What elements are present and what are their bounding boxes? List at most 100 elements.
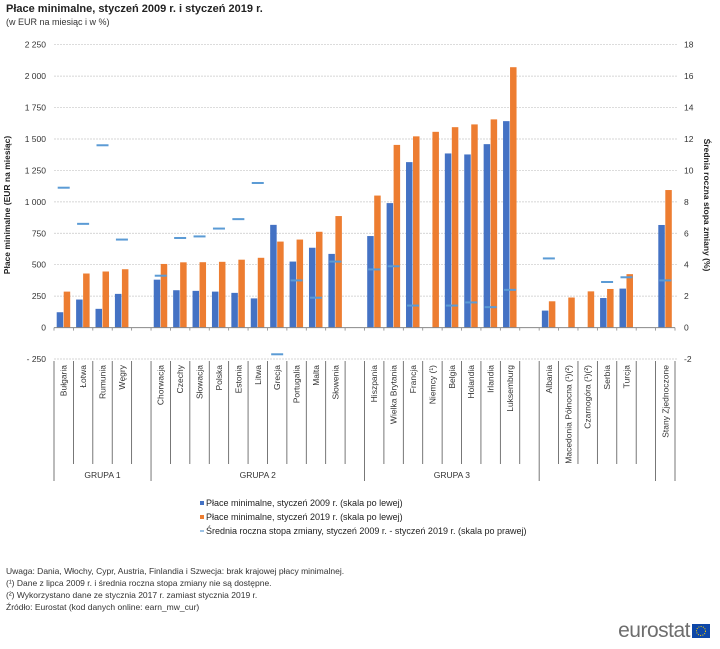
rate-marker <box>387 265 400 268</box>
bar-2019 <box>374 195 381 328</box>
category-label: Chorwacja <box>156 365 166 405</box>
chart: - 250 0 250 500 750 1 000 1 250 1 500 1 750 2 000… <box>2 40 713 481</box>
bar-2009 <box>231 292 238 328</box>
bar-2019 <box>63 291 71 328</box>
rate-marker <box>329 260 342 263</box>
category-label: Irlandia <box>486 365 496 393</box>
bar-2019 <box>587 291 595 328</box>
bar-2009 <box>192 290 200 328</box>
bar-2019 <box>277 241 284 328</box>
category-label: Słowacja <box>195 365 205 399</box>
note: (¹) Dane z lipca 2009 r. i średnia roczn… <box>6 578 272 588</box>
rate-marker <box>290 279 303 282</box>
rate-marker <box>232 218 245 221</box>
source-note: Źródło: Eurostat (kod danych online: ear… <box>6 602 200 612</box>
y2-tick-label: 18 <box>684 40 694 50</box>
bar-2009 <box>444 153 452 328</box>
category-label: Portugalia <box>292 365 302 404</box>
legend-swatch-line <box>200 530 204 532</box>
legend-item-rate: Średnia roczna stopa zmiany, styczeń 200… <box>200 524 527 538</box>
bar-2019 <box>218 261 226 328</box>
legend-item-2009: Płace minimalne, styczeń 2009 r. (skala … <box>200 496 527 510</box>
category-label: Estonia <box>233 365 243 394</box>
bar-2009 <box>153 279 161 328</box>
bar-2019 <box>393 144 401 328</box>
category-label: Łotwa <box>78 365 88 388</box>
bar-2019 <box>315 231 323 328</box>
legend-label: Płace minimalne, styczeń 2019 r. (skala … <box>206 512 403 522</box>
bar-2009 <box>503 121 510 328</box>
chart-subtitle: (w EUR na miesiąc i w %) <box>6 17 110 27</box>
category-label: Grecja <box>272 365 282 390</box>
bar-2009 <box>406 162 413 328</box>
y-tick-label: 2 250 <box>25 40 47 50</box>
bar-2019 <box>257 257 265 328</box>
y2-tick-label: 10 <box>684 165 694 175</box>
y2-tick-label: 12 <box>684 134 694 144</box>
category-label: Francja <box>408 365 418 394</box>
bar-2009 <box>367 236 374 328</box>
category-label: Polska <box>214 365 224 391</box>
bar-2019 <box>451 127 459 328</box>
bar-2019 <box>471 124 478 328</box>
y-tick-label: 750 <box>32 228 46 238</box>
bar-2019 <box>626 274 633 328</box>
bar-2019 <box>490 119 498 328</box>
bar-2019 <box>568 297 575 328</box>
bar-2009 <box>308 247 316 328</box>
rate-marker <box>407 304 420 307</box>
category-label: Malta <box>311 365 321 386</box>
group-label: GRUPA 3 <box>434 470 470 480</box>
chart-title: Płace minimalne, styczeń 2009 r. i stycz… <box>6 3 263 15</box>
bar-2019 <box>160 263 168 328</box>
rate-marker <box>77 222 90 225</box>
bar-2019 <box>180 262 187 328</box>
y2-tick-label: 0 <box>684 323 689 333</box>
rate-marker <box>57 186 70 189</box>
rate-marker <box>465 301 478 304</box>
y2-tick-label: 2 <box>684 291 689 301</box>
rate-marker <box>368 268 381 271</box>
category-label: Belgia <box>447 365 457 389</box>
y-tick-label: 2 000 <box>25 71 47 81</box>
category-label: Niemcy (¹) <box>427 365 437 404</box>
category-label: Słowenia <box>330 365 340 400</box>
legend-swatch-orange <box>200 515 204 519</box>
bar-2009 <box>211 291 219 328</box>
rate-marker <box>251 181 264 184</box>
category-label: Czechy <box>175 364 185 393</box>
y2-tick-label: 14 <box>684 103 694 113</box>
y-tick-label: 1 000 <box>25 197 47 207</box>
y2-tick-label: 4 <box>684 260 689 270</box>
rate-marker <box>445 304 458 307</box>
category-label: Litwa <box>253 365 263 385</box>
category-label: Rumunia <box>98 365 108 399</box>
bar-2019 <box>413 136 420 328</box>
category-label: Macedonia Północna (¹)(²) <box>563 365 573 464</box>
y-tick-label: 500 <box>32 260 46 270</box>
category-label: Serbia <box>602 365 612 390</box>
bar-2019 <box>238 259 245 328</box>
y-tick-label: - 250 <box>27 354 47 364</box>
y-tick-label: 1 500 <box>25 134 47 144</box>
category-label: Wielka Brytania <box>389 365 399 424</box>
rate-marker <box>309 296 322 299</box>
bar-2009 <box>56 312 64 328</box>
y-tick-label: 0 <box>41 323 46 333</box>
y-axis-title: Płace minimalne (EUR na miesiąc) <box>2 136 12 275</box>
bar-2009 <box>464 154 471 328</box>
bar-2019 <box>432 131 439 328</box>
legend-label: Płace minimalne, styczeń 2009 r. (skala … <box>206 498 403 508</box>
rate-marker <box>601 280 614 283</box>
bar-2019 <box>607 288 614 328</box>
rate-marker <box>504 288 517 291</box>
category-label: Albania <box>544 365 554 394</box>
category-label: Holandia <box>466 365 476 399</box>
notes: Uwaga: Dania, Włochy, Cypr, Austria, Fin… <box>6 565 344 613</box>
rate-marker <box>174 236 187 239</box>
rate-marker <box>193 235 206 238</box>
bar-2019 <box>83 273 90 328</box>
bar-2019 <box>335 216 342 328</box>
rate-marker <box>96 144 109 147</box>
bar-2009 <box>250 298 258 328</box>
